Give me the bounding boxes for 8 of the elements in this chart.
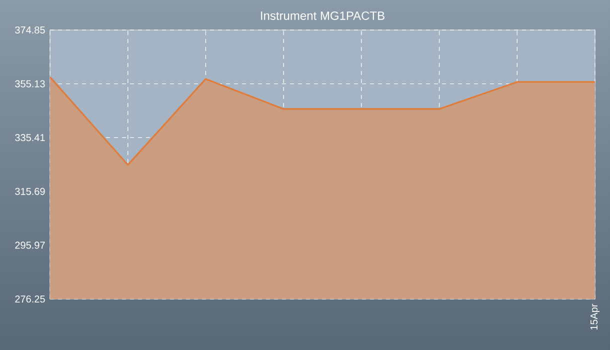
chart-title: Instrument MG1PACTB [261, 11, 384, 20]
y-tick-label: 315.69 [15, 188, 45, 195]
y-tick-label: 335.41 [15, 134, 45, 142]
y-tick-label: 374.85 [15, 26, 45, 34]
x-tick-label: 15Apr [590, 304, 600, 330]
y-tick-label: 295.97 [15, 242, 45, 249]
y-tick-label: 276.25 [15, 295, 45, 303]
y-tick-label: 355.13 [15, 80, 45, 88]
